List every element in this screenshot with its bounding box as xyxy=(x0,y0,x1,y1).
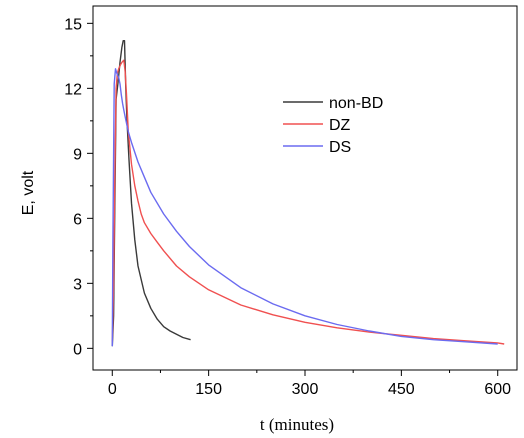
series-layer xyxy=(111,40,505,347)
x-tick-label: 300 xyxy=(292,381,319,398)
legend-label: non-BD xyxy=(329,95,383,112)
y-tick-label: 9 xyxy=(73,146,82,163)
legend-label: DS xyxy=(329,139,351,156)
axis-layer: 0 150 300 450 600 0 3 6 9 12 15 xyxy=(64,16,511,398)
series-line-ds xyxy=(111,68,498,347)
y-tick-label: 0 xyxy=(73,341,82,358)
x-tick-label: 150 xyxy=(195,381,222,398)
y-tick-label: 15 xyxy=(64,16,82,33)
y-tick-label: 12 xyxy=(64,81,82,98)
x-axis-label: t (minutes) xyxy=(260,415,334,434)
series-line-dz xyxy=(111,59,505,345)
legend: non-BD DZ DS xyxy=(283,95,383,156)
y-tick-label: 6 xyxy=(73,211,82,228)
series-line-non-bd xyxy=(111,40,191,347)
y-axis-label: E, volt xyxy=(20,170,37,215)
x-tick-label: 450 xyxy=(388,381,415,398)
legend-label: DZ xyxy=(329,117,351,134)
y-tick-label: 3 xyxy=(73,276,82,293)
x-tick-label: 600 xyxy=(484,381,511,398)
x-tick-label: 0 xyxy=(108,381,117,398)
